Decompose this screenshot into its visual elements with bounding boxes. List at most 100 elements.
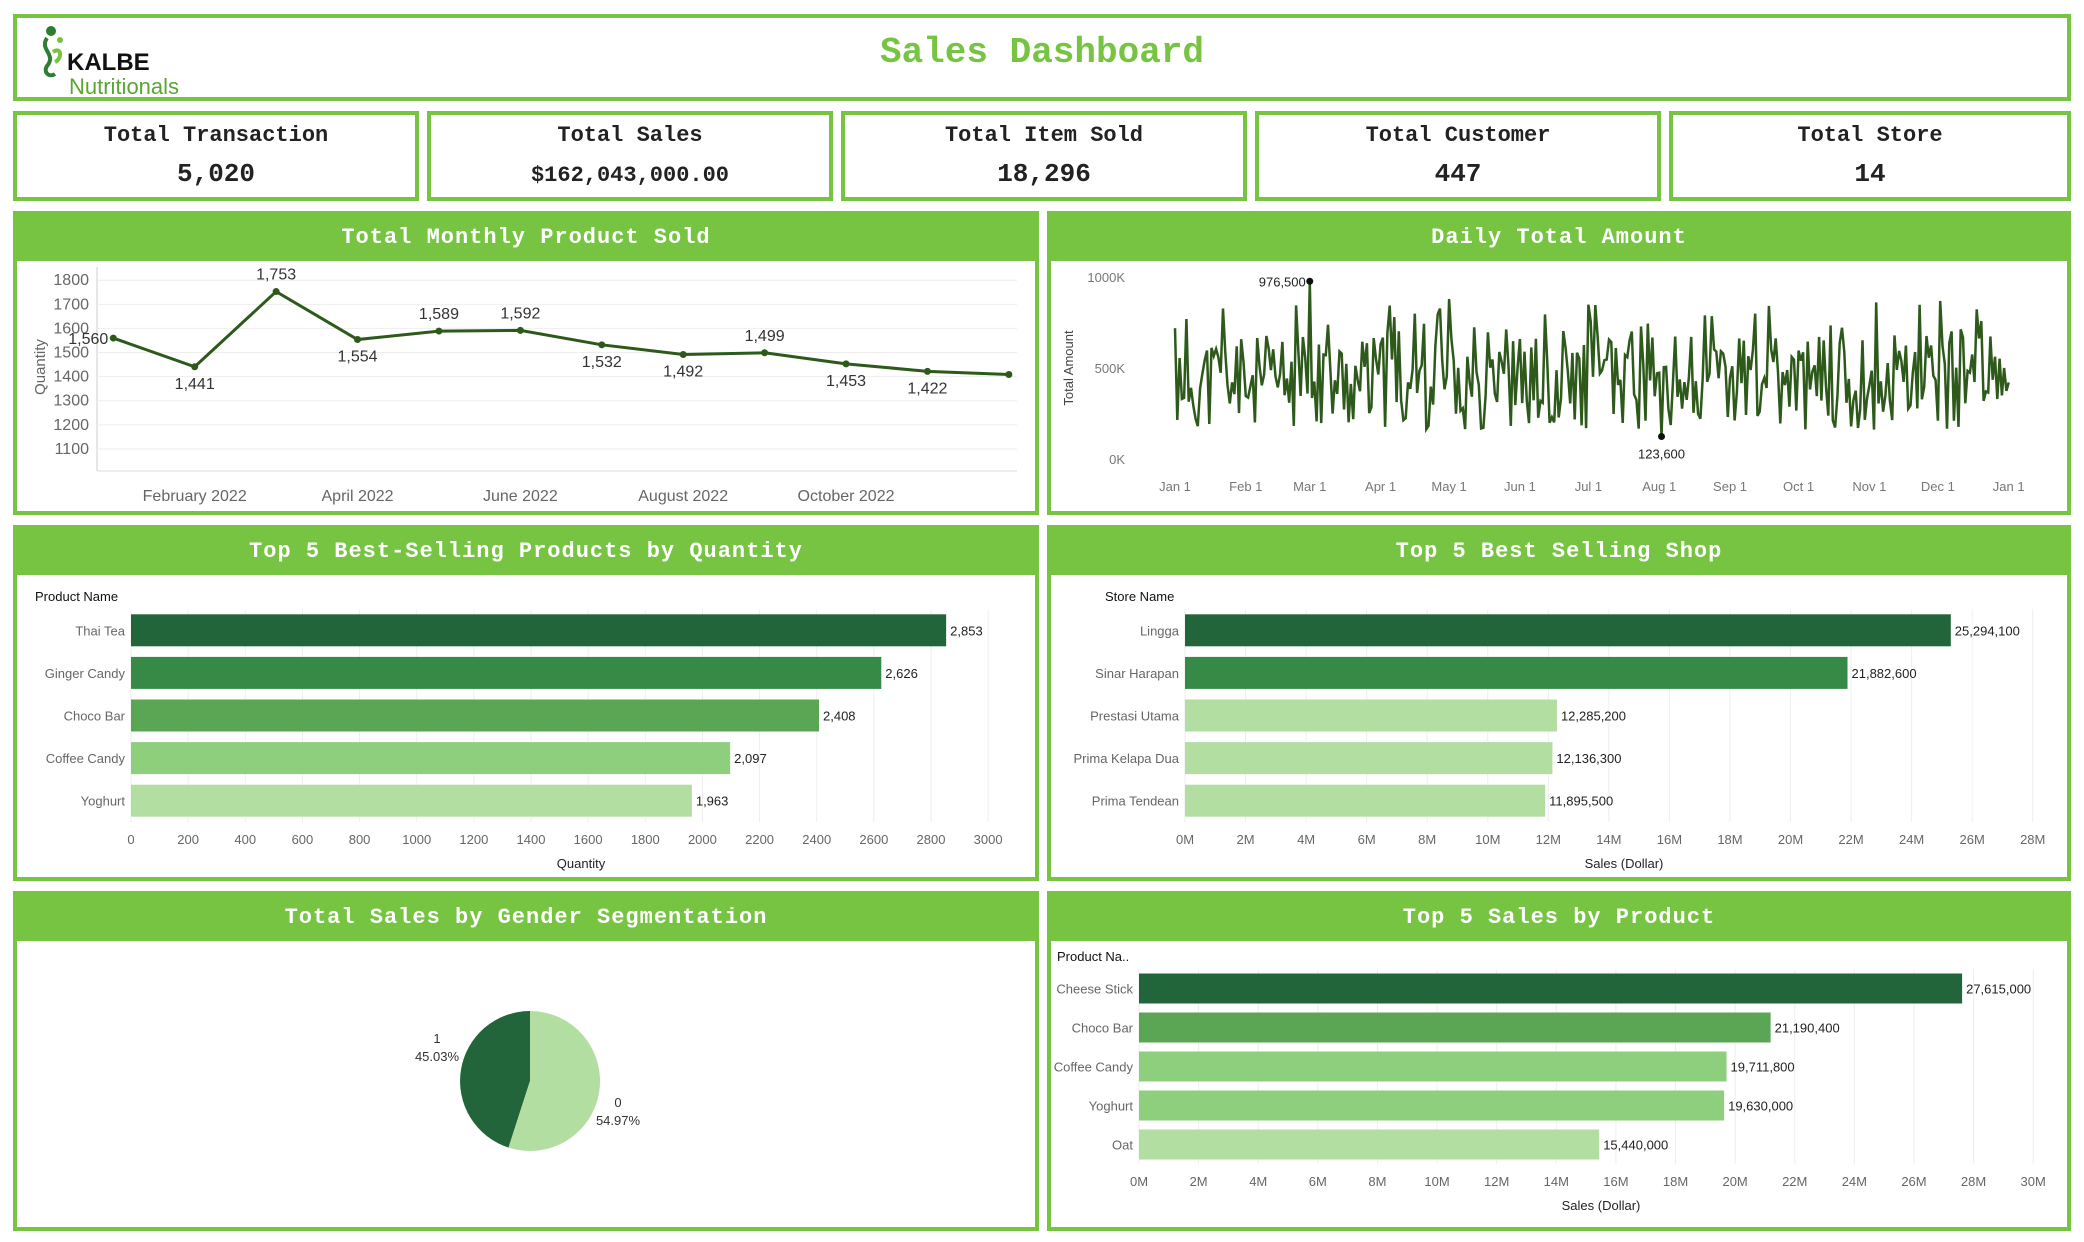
category-label: Sinar Harapan (1095, 666, 1179, 681)
bar (131, 699, 819, 732)
max-label: 976,500 (1259, 274, 1306, 289)
monthly-line-chart: 1100 1200 1300 1400 1500 1600 1700 1800 Quantity… (32, 267, 1017, 505)
x-tick-label: February 2022 (143, 488, 247, 505)
top-shop-bar-chart: 0M 2M 4M 6M 8M 10M 12M 14M 16M 18M 20M 22M 24M 26M 28M… (1074, 589, 2046, 871)
x-tick-label: 20M (1778, 832, 1803, 847)
x-tick-label: 4M (1249, 1174, 1267, 1189)
y-tick-label: 1600 (53, 320, 89, 337)
data-label: 1,592 (500, 305, 540, 322)
kpi-value: 14 (1854, 159, 1886, 189)
y-tick-label: 0K (1109, 452, 1125, 467)
kpi-total-sales: Total Sales $162,043,000.00 (427, 111, 833, 201)
kpi-value: 5,020 (176, 159, 255, 189)
bar-value-label: 19,630,000 (1728, 1099, 1793, 1114)
data-label: 1,753 (256, 267, 296, 284)
bar (1185, 784, 1546, 817)
bar-value-label: 11,895,500 (1549, 794, 1613, 809)
top-products-quantity-bar-chart: 0 200 400 600 800 1000 1200 1400 1600 1800 2000 220… (35, 589, 1003, 871)
x-axis-label: Sales (Dollar) (1562, 1198, 1641, 1213)
bar-value-label: 2,626 (885, 666, 918, 681)
x-tick-label: 12M (1484, 1174, 1509, 1189)
category-header: Product Name (35, 589, 118, 604)
data-point (354, 336, 362, 344)
data-point (761, 349, 769, 357)
x-tick-label: 1400 (517, 832, 546, 847)
x-tick-label: 28M (1961, 1174, 1986, 1189)
header-bar: KALBE Nutritionals Sales Dashboard (13, 14, 2071, 101)
panel-title: Total Sales by Gender Segmentation (17, 895, 1035, 941)
bar (1185, 699, 1557, 732)
bar (131, 742, 731, 775)
y-tick-label: 1000K (1087, 270, 1125, 285)
y-tick-label: 1400 (53, 369, 89, 386)
x-tick-label: 3000 (974, 832, 1003, 847)
x-tick-label: 16M (1603, 1174, 1628, 1189)
category-label: Thai Tea (75, 623, 125, 638)
data-label: 1,422 (907, 380, 947, 397)
data-point (842, 360, 850, 368)
monthly-series-line (112, 289, 1009, 376)
category-label: Choco Bar (64, 709, 126, 724)
kpi-label: Total Sales (557, 123, 703, 148)
kpi-label: Total Transaction (103, 123, 329, 148)
data-point (679, 350, 687, 358)
daily-series-line (1173, 281, 2010, 437)
y-axis-label: Total Amount (1061, 330, 1076, 406)
x-tick-label: May 1 (1431, 479, 1466, 494)
x-tick-label: 24M (1842, 1174, 1867, 1189)
kpi-total-customer: Total Customer 447 (1255, 111, 1661, 201)
data-label: 1,492 (663, 363, 703, 380)
kpi-total-transaction: Total Transaction 5,020 (13, 111, 419, 201)
x-axis-label: Sales (Dollar) (1585, 856, 1664, 871)
panel-gender-segmentation: Total Sales by Gender Segmentation 1 45.0… (13, 891, 1039, 1231)
x-tick-label: 26M (1960, 832, 1985, 847)
bar (131, 656, 882, 689)
slice-percent-label: 54.97% (596, 1113, 641, 1128)
x-tick-label: 0M (1176, 832, 1194, 847)
bar-value-label: 25,294,100 (1955, 623, 2020, 638)
kpi-value: $162,043,000.00 (530, 163, 730, 188)
category-label: Yoghurt (81, 794, 126, 809)
kalbe-logo-icon (43, 26, 63, 78)
category-label: Lingga (1140, 623, 1180, 638)
x-tick-label: 1800 (631, 832, 660, 847)
panel-top-products-quantity: Top 5 Best-Selling Products by Quantity … (13, 525, 1039, 881)
panel-title: Total Monthly Product Sold (17, 215, 1035, 261)
bar (1139, 973, 1963, 1004)
x-tick-label: Oct 1 (1783, 479, 1814, 494)
min-point (1658, 433, 1666, 441)
bar-value-label: 21,190,400 (1775, 1021, 1840, 1036)
category-header: Store Name (1105, 589, 1174, 604)
x-tick-label: Feb 1 (1229, 479, 1262, 494)
category-label: Coffee Candy (46, 751, 126, 766)
kpi-label: Total Item Sold (944, 123, 1144, 148)
y-tick-label: 1200 (53, 417, 89, 434)
bar (1185, 742, 1553, 775)
x-tick-label: 0M (1130, 1174, 1148, 1189)
kpi-value: 18,296 (997, 159, 1091, 189)
bar-value-label: 2,853 (950, 623, 983, 638)
x-tick-label: October 2022 (798, 488, 895, 505)
bar-value-label: 21,882,600 (1852, 666, 1917, 681)
y-tick-label: 1700 (53, 296, 89, 313)
x-tick-label: 18M (1663, 1174, 1688, 1189)
x-tick-label: Sep 1 (1713, 479, 1747, 494)
kpi-total-item-sold: Total Item Sold 18,296 (841, 111, 1247, 201)
kpi-value: 447 (1434, 159, 1482, 189)
data-point (435, 327, 443, 335)
x-tick-label: 8M (1368, 1174, 1386, 1189)
bar-value-label: 12,285,200 (1561, 709, 1626, 724)
panel-title: Top 5 Best Selling Shop (1051, 529, 2067, 575)
x-tick-label: June 2022 (483, 488, 558, 505)
x-tick-label: 2600 (859, 832, 888, 847)
y-tick-label: 500K (1095, 361, 1126, 376)
panel-top-sales-product: Top 5 Sales by Product 0M 2M 4M 6M 8M 10M 12M 1… (1047, 891, 2071, 1231)
category-label: Cheese Stick (1056, 982, 1133, 997)
x-tick-label: Jun 1 (1504, 479, 1536, 494)
panel-title: Top 5 Sales by Product (1051, 895, 2067, 941)
slice-percent-label: 45.03% (415, 1049, 460, 1064)
pie-slice (508, 1011, 601, 1151)
slice-name-label: 1 (433, 1031, 440, 1046)
x-tick-label: 1600 (574, 832, 603, 847)
x-tick-label: 1200 (459, 832, 488, 847)
